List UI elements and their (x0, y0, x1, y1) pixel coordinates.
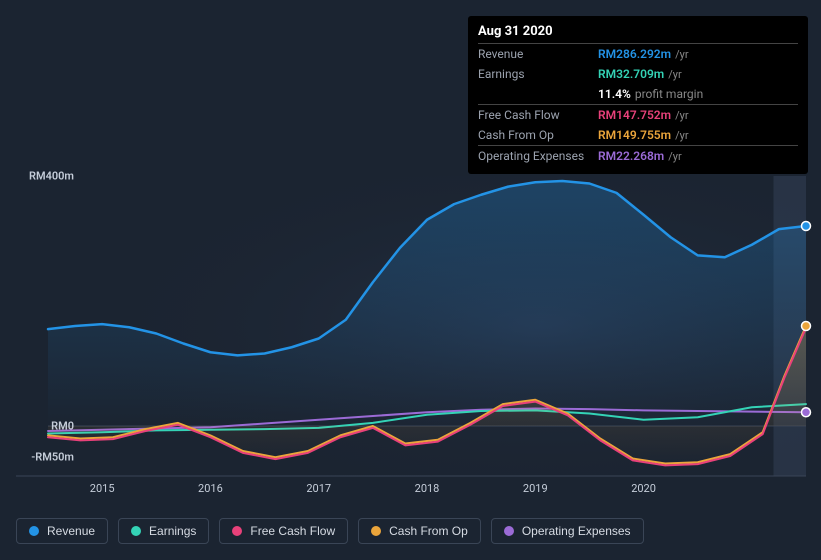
legend-item-label: Revenue (47, 524, 95, 538)
x-axis-label: 2020 (631, 482, 656, 495)
legend-dot-icon (131, 526, 141, 536)
tooltip-date: Aug 31 2020 (478, 24, 798, 39)
x-axis-label: 2016 (198, 482, 223, 495)
hover-tooltip: Aug 31 2020 RevenueRM286.292m/yrEarnings… (468, 16, 808, 174)
tooltip-row: EarningsRM32.709m/yr (478, 64, 798, 84)
tooltip-row-value: RM32.709m (598, 67, 664, 81)
y-axis-label: RM400m (19, 170, 74, 183)
chart-legend: Revenue Earnings Free Cash Flow Cash From O… (16, 518, 644, 544)
tooltip-row-unit: /yr (675, 109, 688, 122)
legend-item-label: Cash From Op (389, 524, 468, 538)
legend-item-label: Free Cash Flow (250, 524, 335, 538)
tooltip-row-label: Free Cash Flow (478, 108, 598, 122)
tooltip-row-unit: /yr (675, 129, 688, 142)
chart-svg (16, 152, 806, 492)
tooltip-row: 11.4% profit margin (478, 84, 798, 104)
tooltip-row: Cash From OpRM149.755m/yr (478, 125, 798, 145)
financials-chart: RM400m RM0 -RM50m 2015 2016 2017 2018 2019 2020 (16, 152, 806, 492)
legend-item-earnings[interactable]: Earnings (118, 518, 209, 544)
tooltip-profit-margin-label: profit margin (635, 87, 703, 101)
y-axis-label: RM0 (19, 420, 74, 433)
tooltip-row-unit: /yr (675, 48, 688, 61)
y-axis-label: -RM50m (19, 451, 74, 464)
tooltip-row: RevenueRM286.292m/yr (478, 43, 798, 64)
legend-dot-icon (504, 526, 514, 536)
legend-dot-icon (232, 526, 242, 536)
x-axis-label: 2019 (523, 482, 548, 495)
legend-dot-icon (371, 526, 381, 536)
x-axis-label: 2015 (90, 482, 115, 495)
x-axis-label: 2017 (306, 482, 331, 495)
legend-item-fcf[interactable]: Free Cash Flow (219, 518, 348, 544)
tooltip-row-label: Revenue (478, 47, 598, 61)
tooltip-row-label: Cash From Op (478, 128, 598, 142)
tooltip-row-value: RM149.755m (598, 128, 671, 142)
x-axis-label: 2018 (415, 482, 440, 495)
tooltip-row-value: RM147.752m (598, 108, 671, 122)
tooltip-row-unit: /yr (668, 68, 681, 81)
legend-item-opex[interactable]: Operating Expenses (491, 518, 644, 544)
tooltip-row-value: 11.4% (598, 87, 631, 101)
legend-dot-icon (29, 526, 39, 536)
legend-item-cfo[interactable]: Cash From Op (358, 518, 481, 544)
legend-item-label: Operating Expenses (522, 524, 631, 538)
tooltip-row: Free Cash FlowRM147.752m/yr (478, 104, 798, 125)
legend-item-revenue[interactable]: Revenue (16, 518, 108, 544)
tooltip-row-label: Earnings (478, 67, 598, 81)
legend-item-label: Earnings (149, 524, 196, 538)
tooltip-row-value: RM286.292m (598, 47, 671, 61)
